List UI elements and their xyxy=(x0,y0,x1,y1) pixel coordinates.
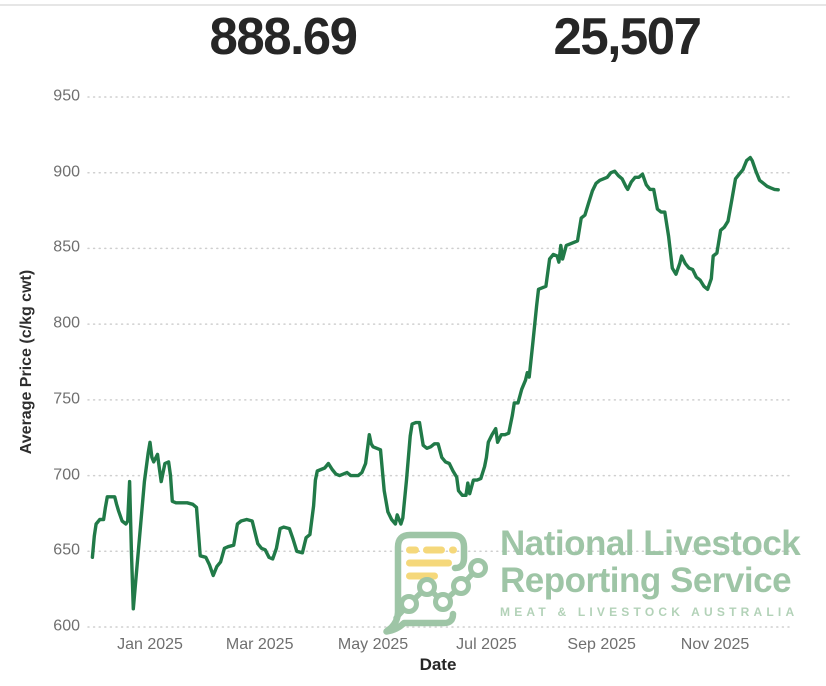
price-line-series xyxy=(90,155,780,611)
kpi-value-left: 888.69 xyxy=(209,8,358,66)
y-tick-label: 800 xyxy=(53,314,80,332)
x-tick-label: May 2025 xyxy=(337,636,409,653)
x-tick-label: Jul 2025 xyxy=(456,636,517,653)
x-tick-label: Sep 2025 xyxy=(567,636,636,653)
x-tick-label: Nov 2025 xyxy=(680,636,750,653)
kpi-value-right: 25,507 xyxy=(553,8,702,66)
y-tick-label: 700 xyxy=(53,466,80,484)
x-axis-title: Date xyxy=(419,655,457,674)
y-tick-label: 950 xyxy=(53,87,80,105)
top-divider xyxy=(0,4,826,6)
y-axis-title: Average Price (c/kg cwt) xyxy=(18,269,35,455)
x-tick-label: Jan 2025 xyxy=(117,636,183,653)
y-tick-label: 750 xyxy=(53,390,80,408)
y-tick-label: 850 xyxy=(53,239,80,257)
y-tick-label: 650 xyxy=(53,541,80,559)
y-tick-label: 900 xyxy=(53,163,80,181)
y-tick-label: 600 xyxy=(53,617,80,635)
x-tick-label: Mar 2025 xyxy=(225,636,294,653)
